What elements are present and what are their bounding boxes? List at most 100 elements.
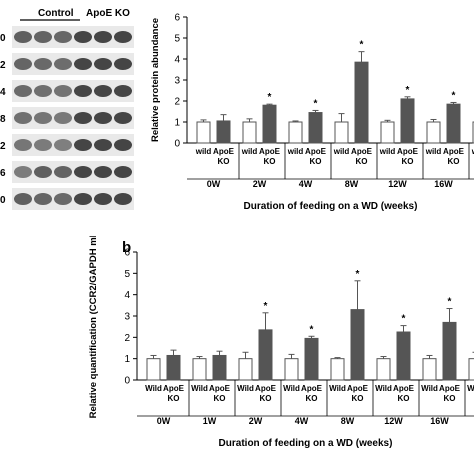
bar-category-label: KO bbox=[398, 394, 410, 403]
bar-category-label: Wild bbox=[145, 384, 162, 393]
bar-category-label: KO bbox=[260, 394, 272, 403]
bar-wild bbox=[288, 121, 303, 144]
bar-category-label: KO bbox=[306, 394, 318, 403]
blot-band bbox=[34, 112, 52, 124]
blot-band bbox=[34, 58, 52, 70]
blot-band bbox=[14, 166, 32, 178]
y-tick-label: 0 bbox=[124, 376, 130, 387]
blot-label-control: Control bbox=[38, 8, 74, 19]
significance-star: * bbox=[406, 85, 410, 96]
y-tick-label: 6 bbox=[124, 248, 130, 259]
blot-band bbox=[94, 58, 112, 70]
y-tick-label: 4 bbox=[124, 290, 130, 301]
group-label: 2W bbox=[249, 416, 263, 426]
bar-category-label: Wild bbox=[191, 384, 208, 393]
blot-band bbox=[54, 31, 72, 43]
bar-category-label: ApoE bbox=[163, 384, 185, 393]
bar-category-label: KO bbox=[352, 394, 364, 403]
blot-band bbox=[54, 112, 72, 124]
blot-band bbox=[94, 139, 112, 151]
bar-category-label: KO bbox=[448, 157, 460, 166]
group-label: 8W bbox=[345, 179, 359, 189]
bar-category-label: KO bbox=[444, 394, 456, 403]
blot-band bbox=[114, 193, 132, 205]
bar-category-label: wild bbox=[195, 147, 212, 156]
bar-apoe-ko bbox=[442, 321, 457, 381]
blot-row-label: 6 bbox=[0, 168, 6, 179]
blot-row-label: 2 bbox=[0, 141, 6, 152]
significance-star: * bbox=[264, 301, 268, 312]
blot-band bbox=[34, 166, 52, 178]
bar-wild bbox=[192, 358, 207, 381]
y-tick-label: 5 bbox=[124, 269, 130, 280]
blot-band bbox=[14, 193, 32, 205]
blot-band bbox=[34, 139, 52, 151]
bar-wild bbox=[238, 358, 253, 381]
y-tick-label: 5 bbox=[174, 34, 180, 45]
group-label: 12W bbox=[388, 179, 407, 189]
blot-band bbox=[74, 112, 92, 124]
blot-band bbox=[74, 166, 92, 178]
bar-category-label: ApoE bbox=[347, 384, 369, 393]
bar-category-label: ApoE bbox=[443, 147, 465, 156]
blot-band bbox=[54, 166, 72, 178]
group-label: 0W bbox=[207, 179, 221, 189]
y-tick-label: 1 bbox=[124, 354, 130, 365]
group-label: 16W bbox=[434, 179, 453, 189]
blot-band bbox=[114, 85, 132, 97]
y-tick-label: 1 bbox=[174, 118, 180, 129]
bar-category-label: KO bbox=[214, 394, 226, 403]
bar-category-label: KO bbox=[218, 157, 230, 166]
bar-apoe-ko bbox=[212, 354, 227, 381]
blot-band bbox=[74, 85, 92, 97]
bar-wild bbox=[376, 358, 391, 381]
blot-band bbox=[114, 166, 132, 178]
blot-band bbox=[114, 31, 132, 43]
bar-category-label: KO bbox=[402, 157, 414, 166]
bar-category-label: wild bbox=[287, 147, 304, 156]
significance-star: * bbox=[402, 314, 406, 325]
blot-band bbox=[34, 85, 52, 97]
blot-band bbox=[114, 139, 132, 151]
blot-row-label: 0 bbox=[0, 195, 6, 206]
bar-apoe-ko bbox=[258, 329, 273, 381]
bar-apoe-ko bbox=[354, 61, 369, 144]
significance-star: * bbox=[452, 90, 456, 101]
blot-band bbox=[14, 58, 32, 70]
y-tick-label: 0 bbox=[174, 139, 180, 150]
bar-category-label: ApoE bbox=[301, 384, 323, 393]
significance-star: * bbox=[360, 40, 364, 51]
y-tick-label: 6 bbox=[174, 13, 180, 24]
group-label: 2W bbox=[253, 179, 267, 189]
panel-label: b bbox=[122, 239, 131, 256]
bar-category-label: ApoE bbox=[209, 384, 231, 393]
bar-wild bbox=[426, 121, 441, 144]
y-tick-label: 3 bbox=[124, 312, 130, 323]
bar-category-label: KO bbox=[310, 157, 322, 166]
significance-star: * bbox=[310, 324, 314, 335]
group-label: 12W bbox=[384, 416, 403, 426]
blot-band bbox=[14, 112, 32, 124]
blot-band bbox=[94, 85, 112, 97]
bar-category-label: wild bbox=[471, 147, 474, 156]
bar-category-label: KO bbox=[356, 157, 368, 166]
blot-band bbox=[34, 31, 52, 43]
blot-band bbox=[14, 31, 32, 43]
blot-band bbox=[74, 31, 92, 43]
blot-band bbox=[74, 58, 92, 70]
bar-wild bbox=[422, 358, 437, 381]
bar-category-label: wild bbox=[333, 147, 350, 156]
x-axis-label: Duration of feeding on a WD (weeks) bbox=[219, 438, 393, 449]
bar-category-label: KO bbox=[264, 157, 276, 166]
bar-category-label: Wild bbox=[283, 384, 300, 393]
blot-band bbox=[14, 85, 32, 97]
bar-apoe-ko bbox=[350, 309, 365, 381]
bar-category-label: Wild bbox=[375, 384, 392, 393]
y-tick-label: 2 bbox=[124, 333, 130, 344]
bar-category-label: ApoE bbox=[259, 147, 281, 156]
bar-wild bbox=[330, 358, 345, 381]
bar-apoe-ko bbox=[304, 337, 319, 381]
group-label: 4W bbox=[299, 179, 313, 189]
bar-apoe-ko bbox=[262, 104, 277, 144]
